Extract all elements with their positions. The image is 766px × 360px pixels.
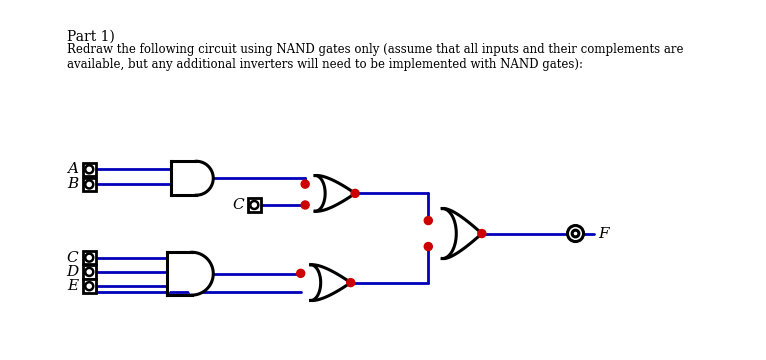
Bar [83, 178, 96, 191]
Circle shape [424, 216, 432, 225]
Text: Redraw the following circuit using NAND gates only (assume that all inputs and t: Redraw the following circuit using NAND … [67, 42, 683, 71]
Circle shape [347, 279, 355, 287]
Circle shape [85, 268, 93, 276]
Bar [83, 163, 96, 176]
Circle shape [301, 201, 309, 209]
Circle shape [478, 230, 486, 238]
Circle shape [250, 201, 258, 209]
Circle shape [85, 180, 93, 189]
Text: D: D [67, 265, 79, 279]
Circle shape [85, 165, 93, 173]
Circle shape [85, 253, 93, 262]
Polygon shape [315, 175, 355, 211]
Bar [83, 251, 96, 264]
Text: E: E [67, 279, 79, 293]
Circle shape [568, 225, 584, 242]
Bar [247, 198, 261, 212]
Text: Part 1): Part 1) [67, 30, 115, 44]
Circle shape [85, 282, 93, 290]
Bar [83, 265, 96, 279]
Polygon shape [167, 252, 213, 295]
Text: C: C [232, 198, 244, 212]
Circle shape [301, 180, 309, 188]
Bar [83, 279, 96, 293]
Text: C: C [67, 251, 79, 265]
Circle shape [296, 269, 305, 277]
Polygon shape [442, 208, 482, 258]
Circle shape [424, 243, 432, 251]
Text: F: F [597, 226, 608, 240]
Polygon shape [172, 161, 213, 195]
Circle shape [572, 230, 579, 237]
Text: B: B [67, 177, 79, 192]
Circle shape [351, 189, 359, 197]
Polygon shape [311, 265, 351, 301]
Text: A: A [67, 162, 79, 176]
